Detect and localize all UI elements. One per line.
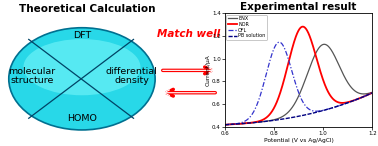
OFL: [313, 110, 317, 112]
OFL: [262, 81, 266, 83]
NOR: [262, 118, 266, 120]
OFL: [249, 114, 254, 115]
X-axis label: Potential (V vs Ag/AgCl): Potential (V vs Ag/AgCl): [264, 138, 333, 143]
PB solution: [223, 124, 227, 126]
OFL: [375, 90, 378, 91]
Ellipse shape: [23, 39, 141, 95]
OFL: [338, 105, 342, 106]
NOR: [301, 26, 305, 27]
Text: Match well: Match well: [158, 29, 220, 39]
Title: Experimental result: Experimental result: [240, 2, 357, 12]
Line: ENX: ENX: [225, 44, 377, 125]
PB solution: [312, 112, 317, 114]
Y-axis label: Current/μA: Current/μA: [206, 54, 211, 86]
PB solution: [262, 121, 266, 122]
NOR: [223, 124, 227, 126]
PB solution: [375, 90, 378, 91]
Line: OFL: OFL: [225, 42, 377, 125]
Ellipse shape: [9, 28, 155, 130]
Text: DFT: DFT: [73, 31, 91, 40]
ENX: [338, 66, 342, 68]
ENX: [291, 104, 296, 106]
ENX: [322, 43, 327, 45]
ENX: [375, 89, 378, 91]
PB solution: [337, 105, 342, 106]
NOR: [325, 88, 329, 90]
NOR: [291, 42, 296, 44]
OFL: [223, 124, 227, 126]
NOR: [313, 52, 317, 54]
ENX: [223, 124, 227, 126]
ENX: [312, 54, 317, 56]
PB solution: [249, 122, 254, 124]
OFL: [277, 41, 282, 43]
NOR: [375, 90, 378, 91]
NOR: [249, 122, 254, 124]
Line: NOR: NOR: [225, 27, 377, 125]
PB solution: [324, 109, 329, 110]
Text: molecular
structure: molecular structure: [8, 67, 56, 85]
Text: differential
density: differential density: [106, 67, 158, 85]
Line: PB solution: PB solution: [225, 91, 377, 125]
ENX: [262, 121, 266, 122]
PB solution: [291, 116, 296, 118]
OFL: [292, 78, 296, 80]
Text: HOMO: HOMO: [67, 114, 97, 123]
NOR: [338, 102, 342, 104]
Legend: ENX, NOR, OFL, PB solution: ENX, NOR, OFL, PB solution: [226, 15, 267, 40]
ENX: [249, 122, 254, 124]
OFL: [325, 108, 329, 110]
Text: Theoretical Calculation: Theoretical Calculation: [19, 4, 155, 14]
ENX: [325, 44, 329, 46]
